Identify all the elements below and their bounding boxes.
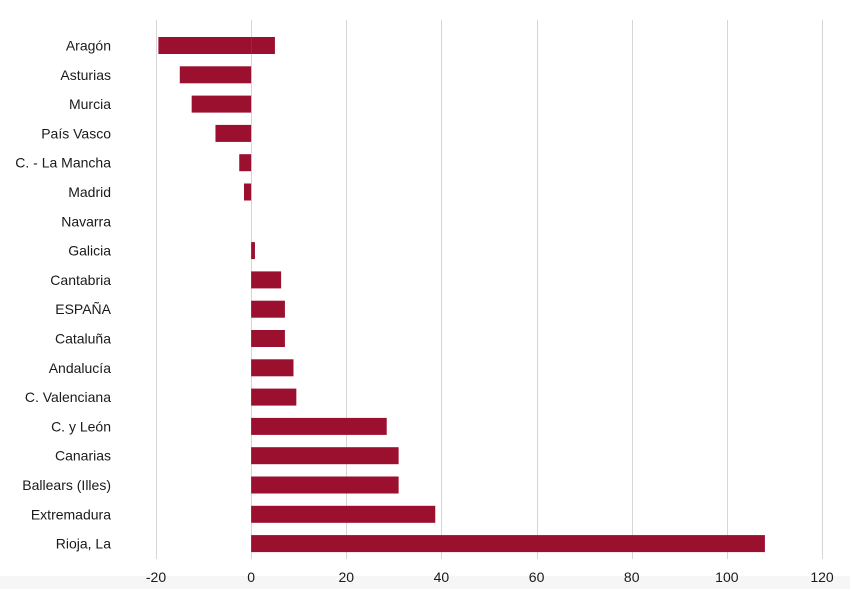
bar bbox=[251, 300, 285, 318]
bar-segment bbox=[158, 37, 252, 54]
x-tick-label: -20 bbox=[146, 569, 166, 585]
category-label: Asturias bbox=[60, 67, 111, 83]
category-label: ESPAÑA bbox=[55, 301, 111, 317]
bar bbox=[251, 505, 436, 523]
category-label: País Vasco bbox=[41, 125, 111, 141]
bar bbox=[251, 359, 294, 377]
x-tick-label: 100 bbox=[715, 569, 739, 585]
x-tick-labels: -20 0 20 40 60 80 100 120 bbox=[146, 569, 834, 585]
bar bbox=[251, 242, 255, 260]
x-tick-label: 40 bbox=[434, 569, 450, 585]
category-label: Cantabria bbox=[50, 272, 111, 288]
bar bbox=[251, 271, 282, 289]
bar bbox=[215, 124, 252, 142]
category-label: Andalucía bbox=[49, 360, 111, 376]
x-tick-label: 60 bbox=[529, 569, 545, 585]
category-labels: Aragón Asturias Murcia País Vasco C. - La Ma… bbox=[15, 38, 111, 552]
bars bbox=[158, 37, 765, 553]
x-tick-label: 80 bbox=[624, 569, 640, 585]
bar bbox=[239, 154, 252, 172]
x-tick-label: 20 bbox=[338, 569, 354, 585]
bar bbox=[191, 95, 252, 113]
grid-lines bbox=[156, 20, 823, 559]
footer-band bbox=[0, 576, 850, 589]
bar bbox=[251, 37, 275, 54]
category-label: Murcia bbox=[69, 96, 111, 112]
bar bbox=[251, 330, 285, 347]
x-tick-label: 0 bbox=[247, 569, 255, 585]
bar bbox=[251, 447, 399, 465]
bar bbox=[179, 66, 252, 84]
bar bbox=[244, 183, 252, 201]
category-label: C. Valenciana bbox=[25, 389, 111, 405]
bar bbox=[251, 388, 297, 406]
category-label: Ballears (Illes) bbox=[22, 477, 111, 493]
bar bbox=[251, 476, 399, 494]
category-label: Navarra bbox=[61, 213, 111, 229]
category-label: Rioja, La bbox=[56, 536, 111, 552]
category-label: Madrid bbox=[68, 184, 111, 200]
x-tick-label: 120 bbox=[810, 569, 834, 585]
bar bbox=[251, 535, 765, 553]
category-label: Cataluña bbox=[55, 331, 111, 347]
category-label: Aragón bbox=[66, 38, 111, 54]
category-label: Galicia bbox=[68, 243, 111, 259]
bar bbox=[251, 417, 387, 435]
category-label: Canarias bbox=[55, 448, 111, 464]
category-label: C. - La Mancha bbox=[15, 155, 111, 171]
category-label: Extremadura bbox=[31, 506, 111, 522]
category-label: C. y León bbox=[51, 418, 111, 434]
